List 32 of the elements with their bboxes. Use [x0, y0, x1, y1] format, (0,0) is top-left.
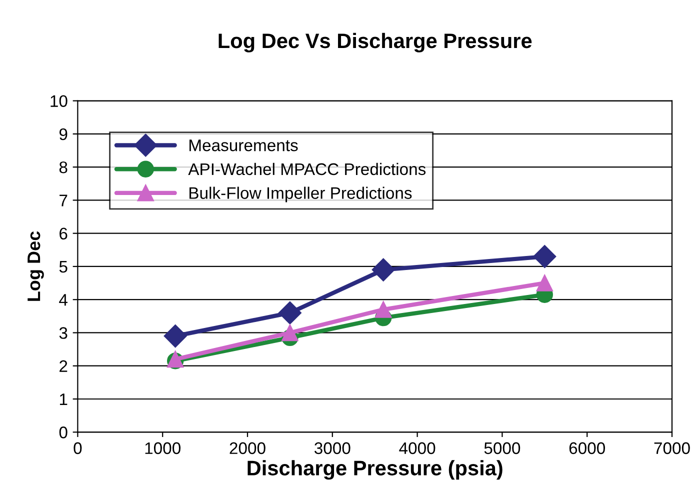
x-tick-label: 4000: [399, 442, 436, 454]
y-tick-label: 10: [50, 95, 68, 107]
point: [164, 324, 187, 348]
y-tick-label: 0: [59, 426, 68, 438]
y-tick-label: 6: [60, 228, 68, 240]
legend-label: Bulk-Flow Impeller Predictions: [190, 186, 412, 202]
y-tick-label: 2: [60, 360, 68, 372]
x-axis-title: Discharge Pressure (psia): [248, 460, 502, 480]
point: [278, 301, 302, 324]
chart-title: Log Dec Vs Discharge Pressure: [218, 32, 532, 52]
x-tick-label: 2000: [230, 442, 266, 454]
x-tick-label: 5000: [484, 442, 520, 454]
x-tick-label: 1000: [145, 442, 180, 454]
x-tick-label: 0: [74, 442, 82, 454]
point: [282, 324, 298, 342]
y-tick-label: 8: [59, 161, 68, 174]
point: [375, 301, 392, 318]
x-tick-label: 7000: [654, 442, 690, 454]
y-tick-label: 7: [60, 194, 68, 206]
y-axis-title: Log Dec: [28, 231, 44, 301]
x-tick-label: 6000: [569, 442, 605, 454]
point: [533, 245, 556, 268]
y-tick-label: 3: [59, 327, 68, 339]
legend-label: Measurements: [190, 140, 298, 152]
y-tick-label: 4: [59, 294, 68, 306]
point: [372, 258, 395, 282]
y-tick-label: 5: [59, 261, 68, 273]
y-tick-label: 1: [60, 394, 68, 406]
y-tick-label: 9: [59, 128, 68, 140]
x-tick-label: 3000: [314, 442, 350, 454]
point: [536, 274, 553, 292]
legend-label: API-Wachel MPACC Predictions: [188, 162, 426, 176]
